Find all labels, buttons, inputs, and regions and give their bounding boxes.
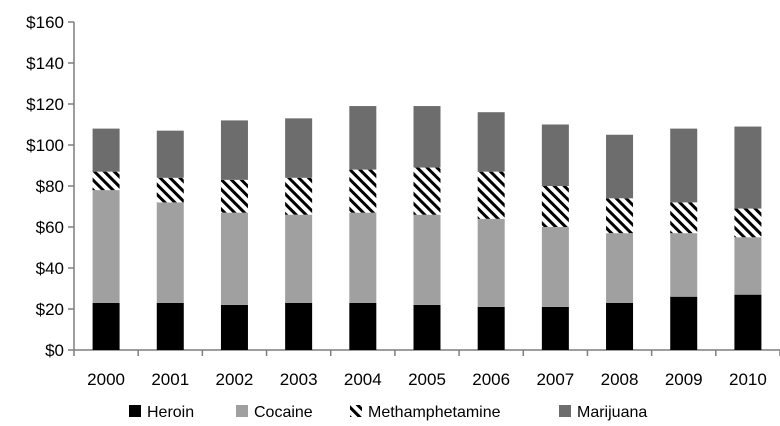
legend-label-heroin: Heroin <box>147 404 194 421</box>
bar-marijuana-2005 <box>413 106 441 168</box>
bar-marijuana-2008 <box>606 134 634 199</box>
legend-label-cocaine: Cocaine <box>254 404 313 421</box>
bar-cocaine-2001 <box>156 202 184 303</box>
legend-swatch-methamphetamine <box>350 405 362 417</box>
y-tick-label: $160 <box>26 13 64 32</box>
bar-methamphetamine-2004 <box>349 169 377 213</box>
bar-cocaine-2006 <box>477 218 505 307</box>
bar-heroin-2008 <box>606 302 634 350</box>
bar-heroin-2003 <box>285 302 313 350</box>
x-tick-label: 2003 <box>280 370 318 389</box>
bars <box>92 106 762 350</box>
bar-methamphetamine-2006 <box>477 171 505 219</box>
bar-cocaine-2009 <box>670 233 698 297</box>
bar-marijuana-2007 <box>541 124 569 186</box>
bar-methamphetamine-2000 <box>92 171 120 191</box>
bar-heroin-2004 <box>349 302 377 350</box>
x-tick-label: 2010 <box>729 370 767 389</box>
bar-cocaine-2005 <box>413 214 441 305</box>
bar-heroin-2007 <box>541 306 569 350</box>
bar-heroin-2000 <box>92 302 120 350</box>
bar-methamphetamine-2002 <box>220 179 248 213</box>
bar-heroin-2001 <box>156 302 184 350</box>
x-tick-label: 2004 <box>344 370 382 389</box>
legend-swatch-cocaine <box>236 405 248 417</box>
x-tick-label: 2009 <box>665 370 703 389</box>
bar-heroin-2006 <box>477 306 505 350</box>
bar-cocaine-2007 <box>541 227 569 307</box>
x-tick-label: 2000 <box>87 370 125 389</box>
bar-cocaine-2008 <box>606 233 634 303</box>
bar-methamphetamine-2005 <box>413 167 441 215</box>
bar-marijuana-2006 <box>477 112 505 172</box>
bar-heroin-2009 <box>670 296 698 350</box>
bar-methamphetamine-2008 <box>606 198 634 234</box>
bar-cocaine-2003 <box>285 214 313 303</box>
bar-cocaine-2004 <box>349 212 377 303</box>
bar-methamphetamine-2003 <box>285 177 313 215</box>
x-tick-label: 2005 <box>408 370 446 389</box>
bar-marijuana-2004 <box>349 106 377 170</box>
bar-marijuana-2003 <box>285 118 313 178</box>
bar-marijuana-2000 <box>92 128 120 172</box>
x-tick-label: 2007 <box>536 370 574 389</box>
y-tick-label: $60 <box>36 218 64 237</box>
bar-cocaine-2010 <box>734 237 762 295</box>
legend-swatch-marijuana <box>559 405 571 417</box>
bar-methamphetamine-2010 <box>734 208 762 238</box>
bar-marijuana-2002 <box>220 120 248 180</box>
bar-cocaine-2002 <box>220 212 248 305</box>
x-tick-label: 2006 <box>472 370 510 389</box>
bar-marijuana-2009 <box>670 128 698 203</box>
y-tick-label: $40 <box>36 259 64 278</box>
bar-heroin-2005 <box>413 304 441 350</box>
y-axis: $0 $20 $40 $60 $80 $100 $120 $140 $160 <box>26 13 75 360</box>
bar-methamphetamine-2009 <box>670 202 698 234</box>
legend-label-marijuana: Marijuana <box>577 404 647 421</box>
legend-label-methamphetamine: Methamphetamine <box>368 404 501 421</box>
bar-marijuana-2001 <box>156 130 184 178</box>
bar-marijuana-2010 <box>734 126 762 209</box>
legend: Heroin Cocaine Methamphetamine Marijuana <box>129 404 647 421</box>
bar-methamphetamine-2007 <box>541 186 569 227</box>
y-tick-label: $120 <box>26 95 64 114</box>
x-tick-label: 2008 <box>601 370 639 389</box>
y-tick-label: $140 <box>26 54 64 73</box>
y-tick-label: $0 <box>45 341 64 360</box>
x-tick-label: 2001 <box>151 370 189 389</box>
bar-heroin-2010 <box>734 294 762 350</box>
y-tick-label: $100 <box>26 136 64 155</box>
bar-methamphetamine-2001 <box>156 177 184 203</box>
bar-heroin-2002 <box>220 304 248 350</box>
x-axis: 2000 2001 2002 2003 2004 2005 2006 2007 2008 2009… <box>73 349 780 389</box>
x-tick-label: 2002 <box>216 370 254 389</box>
y-tick-label: $20 <box>36 300 64 319</box>
bar-cocaine-2000 <box>92 190 120 303</box>
legend-swatch-heroin <box>129 405 141 417</box>
y-tick-label: $80 <box>36 177 64 196</box>
